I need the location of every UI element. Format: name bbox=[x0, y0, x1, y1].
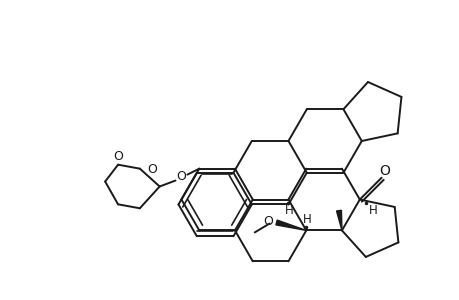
Text: O: O bbox=[146, 163, 157, 176]
Text: O: O bbox=[378, 164, 389, 178]
Polygon shape bbox=[275, 220, 306, 230]
Polygon shape bbox=[336, 210, 341, 230]
Text: H: H bbox=[285, 204, 293, 217]
Text: H: H bbox=[369, 204, 377, 217]
Text: O: O bbox=[263, 215, 273, 228]
Text: O: O bbox=[113, 150, 123, 163]
Text: H: H bbox=[302, 213, 311, 226]
Text: O: O bbox=[176, 170, 186, 183]
